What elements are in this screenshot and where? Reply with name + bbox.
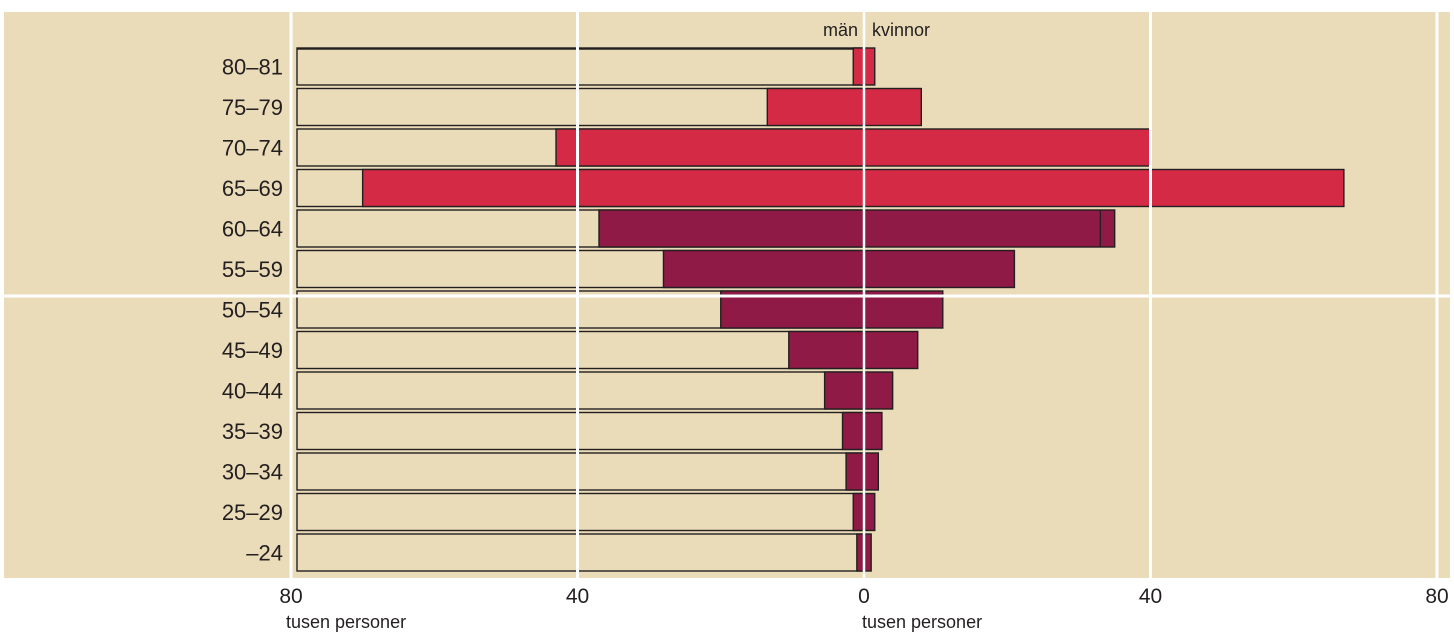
axis-label-center: tusen personer (862, 612, 982, 632)
bar-man (361, 168, 865, 208)
bar-kvinna (863, 330, 919, 370)
bar-kvinna (863, 249, 1016, 289)
bar-man (555, 128, 865, 167)
bar-kvinna (863, 168, 1345, 208)
category-label: 50–54 (222, 298, 283, 323)
category-label: 75–79 (222, 95, 283, 120)
category-label: 40–44 (222, 379, 283, 404)
legend-man: män (823, 20, 858, 40)
bar-man (841, 411, 865, 451)
tick-label: 40 (566, 585, 589, 608)
tick-label: 80 (1425, 585, 1448, 608)
bar-kvinna (863, 128, 1152, 167)
bar-kvinna (863, 209, 1116, 248)
tick-label: 0 (858, 585, 870, 608)
tick-label: 80 (279, 585, 302, 608)
category-label: 45–49 (222, 338, 283, 363)
category-label: 35–39 (222, 419, 283, 444)
bar-man (788, 330, 865, 370)
category-label: 60–64 (222, 217, 283, 242)
bar-kvinna (863, 47, 876, 86)
bar-man (823, 371, 865, 410)
bar-man (662, 249, 865, 289)
bar-kvinna (863, 452, 880, 491)
bar-man (852, 47, 865, 86)
category-label: 70–74 (222, 136, 283, 161)
category-label: 25–29 (222, 500, 283, 525)
category-label: –24 (246, 541, 283, 566)
category-label: 65–69 (222, 176, 283, 201)
grid-group (4, 12, 1450, 578)
tick-label: 40 (1139, 585, 1162, 608)
legend-kvinna: kvinnor (872, 20, 930, 40)
category-label: 55–59 (222, 257, 283, 282)
bar-kvinna (863, 492, 876, 532)
category-label: 30–34 (222, 460, 283, 485)
bar-man (845, 452, 865, 491)
bar-man (598, 209, 865, 248)
axis-label-left: tusen personer (286, 612, 406, 632)
bar-kvinna (863, 87, 922, 127)
bar-man (766, 87, 865, 127)
bar-kvinna (863, 411, 883, 451)
bar-man (852, 492, 865, 532)
bar-kvinna (863, 371, 894, 410)
category-label: 80–81 (222, 55, 283, 80)
